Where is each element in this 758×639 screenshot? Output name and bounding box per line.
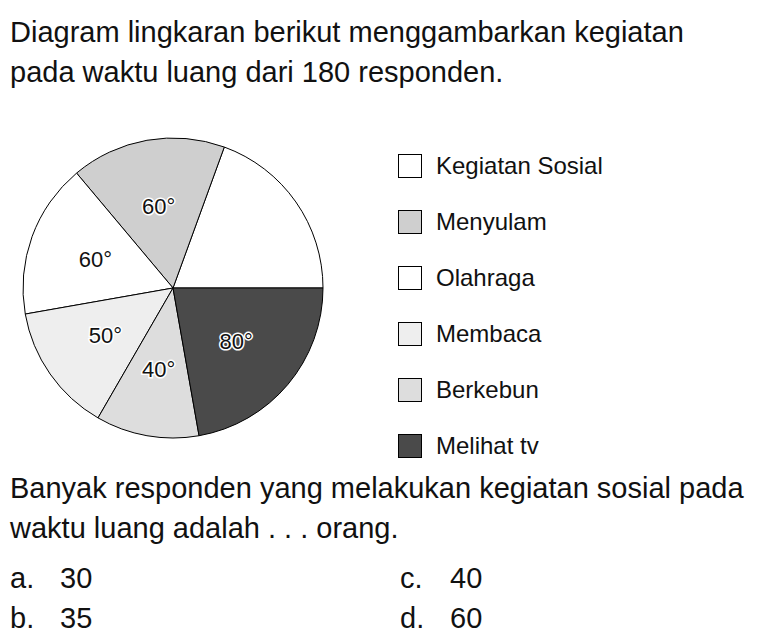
svg-text:80°: 80°: [220, 329, 253, 354]
html-text:30: 30: [60, 562, 93, 594]
svg-text:50°: 50°: [89, 323, 122, 348]
html-text:35: 35: [60, 602, 93, 634]
html-text:Olahraga: Olahraga: [436, 264, 535, 291]
svg-text:60°: 60°: [142, 194, 175, 219]
svg-text:60°: 60°: [79, 247, 112, 272]
html-text:d.: d.: [400, 602, 425, 634]
html-text:b.: b.: [10, 602, 35, 634]
html-text:a.: a.: [10, 562, 35, 594]
html-text:Membaca: Membaca: [436, 320, 542, 347]
html-text:60: 60: [450, 602, 483, 634]
svg-text:40°: 40°: [142, 357, 175, 382]
html-text:c.: c.: [400, 562, 423, 594]
html-text:Banyak responden yang melakuka: Banyak responden yang melakukan kegiatan…: [10, 472, 744, 544]
html-text:Diagram lingkaran berikut meng: Diagram lingkaran berikut menggambarkan …: [10, 16, 684, 88]
html-text:Kegiatan Sosial: Kegiatan Sosial: [436, 152, 603, 179]
html-text:Menyulam: Menyulam: [436, 208, 547, 235]
html-text:Berkebun: Berkebun: [436, 376, 539, 403]
html-text:40: 40: [450, 562, 483, 594]
html-text:Melihat tv: Melihat tv: [436, 432, 539, 459]
